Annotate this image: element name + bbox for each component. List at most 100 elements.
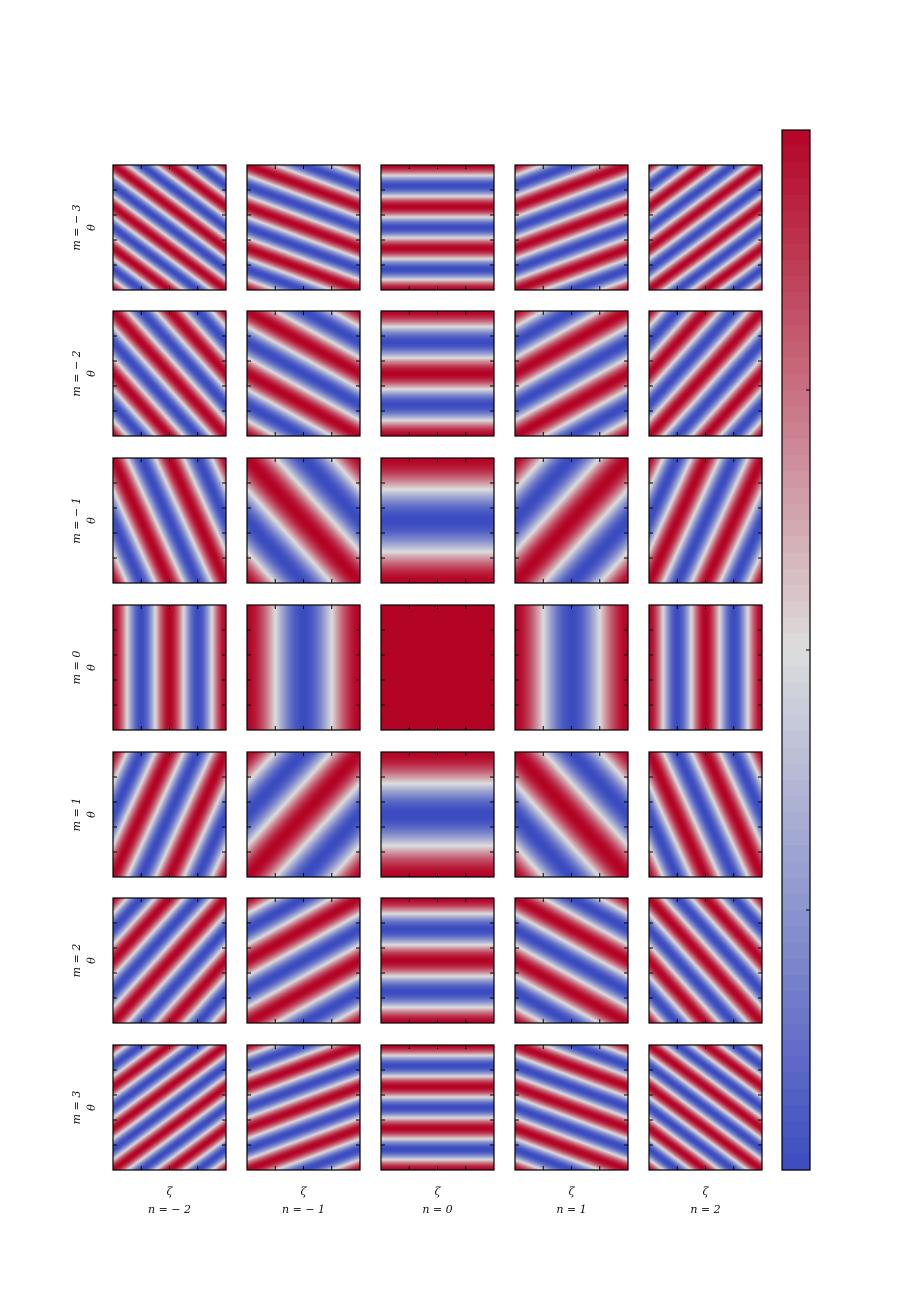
colorbar-band: [782, 1056, 810, 1074]
heatmap-image: [113, 605, 226, 730]
heatmap-panel-m-3-n2: [648, 164, 763, 291]
heatmap-panel-m-3-n1: [514, 164, 629, 291]
y-axis-label: θ: [85, 1104, 98, 1111]
colorbar-band: [782, 308, 810, 326]
heatmap-panel-m-3-n-2: [112, 164, 227, 291]
heatmap-image: [515, 458, 628, 583]
heatmap-panel-m2-n0: [380, 897, 495, 1024]
colorbar-band: [782, 1105, 810, 1122]
colorbar-band: [782, 715, 810, 732]
heatmap-panel-m0-n2: [648, 604, 763, 731]
colorbar-band: [782, 926, 810, 944]
row-label-m: m = − 2: [70, 350, 83, 396]
heatmap-panel-m-3-n-1: [246, 164, 361, 291]
colorbar-band: [782, 422, 810, 440]
colorbar-band: [782, 780, 810, 797]
colorbar-band: [782, 438, 810, 456]
colorbar-band: [782, 178, 810, 196]
colorbar-band: [782, 243, 810, 261]
x-axis-label: ζ: [569, 1185, 576, 1198]
colorbar-band: [782, 1121, 810, 1139]
colorbar-band: [782, 942, 810, 960]
heatmap-panels: [112, 164, 763, 1171]
heatmap-panel-m3-n-2: [112, 1044, 227, 1171]
colorbar-band: [782, 471, 810, 489]
colorbar-band: [782, 568, 810, 586]
heatmap-image: [247, 605, 360, 730]
heatmap-panel-m-2-n1: [514, 310, 629, 437]
colorbar-band: [782, 325, 810, 342]
row-label-m: m = 0: [70, 651, 83, 685]
colorbar-band: [782, 682, 810, 700]
heatmap-panel-m1-n2: [648, 751, 763, 878]
heatmap-image: [247, 898, 360, 1023]
row-label-m: m = 2: [70, 944, 83, 978]
heatmap-image: [247, 165, 360, 290]
colorbar-band: [782, 1137, 810, 1155]
column-label-n: n = 0: [422, 1203, 452, 1216]
heatmap-image: [247, 311, 360, 436]
heatmap-image: [649, 458, 762, 583]
colorbar-band: [782, 341, 810, 359]
y-axis-label: θ: [85, 811, 98, 818]
colorbar-band: [782, 487, 810, 505]
colorbar-band: [782, 211, 810, 229]
heatmap-panel-m2-n1: [514, 897, 629, 1024]
heatmap-panel-m1-n-2: [112, 751, 227, 878]
row-label-m: m = − 1: [70, 497, 83, 543]
x-axis-label: ζ: [301, 1185, 308, 1198]
column-labels: ζ n = − 2 ζ n = − 1 ζ n = 0 ζ n = 1 ζ n = 2: [148, 1185, 721, 1216]
heatmap-image: [113, 458, 226, 583]
heatmap-panel-m0-n-1: [246, 604, 361, 731]
colorbar-band: [782, 877, 810, 895]
colorbar: [781, 129, 811, 1171]
heatmap-image: [649, 311, 762, 436]
heatmap-image: [649, 752, 762, 877]
heatmap-image: [381, 752, 494, 877]
column-label-n: n = − 2: [148, 1203, 191, 1216]
colorbar-band: [782, 910, 810, 927]
colorbar-band: [782, 617, 810, 635]
heatmap-panel-m2-n-2: [112, 897, 227, 1024]
heatmap-image: [515, 752, 628, 877]
colorbar-band: [782, 763, 810, 781]
y-axis-label: θ: [85, 517, 98, 524]
y-axis-label: θ: [85, 664, 98, 671]
y-axis-label: θ: [85, 370, 98, 377]
colorbar-band: [782, 390, 810, 407]
colorbar-band: [782, 260, 810, 277]
heatmap-panel-m2-n2: [648, 897, 763, 1024]
heatmap-image: [381, 458, 494, 583]
colorbar-band: [782, 861, 810, 879]
colorbar-band: [782, 650, 810, 667]
colorbar-band: [782, 1007, 810, 1025]
heatmap-image: [515, 605, 628, 730]
heatmap-image: [515, 898, 628, 1023]
colorbar-band: [782, 666, 810, 684]
column-label-n: n = 1: [556, 1203, 586, 1216]
row-label-m: m = 1: [70, 798, 83, 832]
colorbar-band: [782, 1040, 810, 1057]
heatmap-panel-m0-n1: [514, 604, 629, 731]
colorbar-band: [782, 195, 810, 212]
colorbar-band: [782, 893, 810, 911]
heatmap-panel-m-1-n-1: [246, 457, 361, 584]
colorbar-band: [782, 828, 810, 846]
colorbar-band: [782, 1153, 810, 1171]
x-axis-label: ζ: [435, 1185, 442, 1198]
colorbar-band: [782, 991, 810, 1009]
colorbar-band: [782, 796, 810, 814]
heatmap-panel-m-2-n-1: [246, 310, 361, 437]
column-label-n: n = − 1: [282, 1203, 325, 1216]
colorbar-band: [782, 585, 810, 602]
colorbar-band: [782, 357, 810, 375]
heatmap-panel-m-2-n0: [380, 310, 495, 437]
colorbar-band: [782, 1023, 810, 1041]
colorbar-band: [782, 552, 810, 570]
x-axis-label: ζ: [167, 1185, 174, 1198]
colorbar-band: [782, 845, 810, 862]
colorbar-band: [782, 146, 810, 164]
colorbar-band: [782, 698, 810, 716]
colorbar-band: [782, 276, 810, 294]
heatmap-image: [247, 1045, 360, 1170]
